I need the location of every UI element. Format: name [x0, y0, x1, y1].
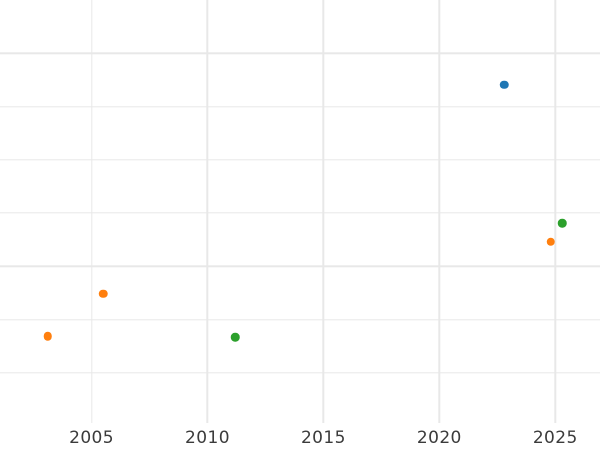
x-axis: 2005 2010 2015 2020 2025	[0, 423, 600, 450]
x-tick-label-2025: 2025	[532, 428, 578, 448]
data-point-green	[231, 332, 240, 342]
y-gridline	[0, 105, 600, 108]
y-gridline	[0, 265, 600, 268]
x-tick-label-2015: 2015	[300, 428, 346, 448]
y-gridline	[0, 52, 600, 54]
x-gridline	[438, 0, 441, 423]
y-gridline	[0, 159, 600, 161]
y-gridline	[0, 212, 600, 214]
x-gridline	[554, 0, 556, 423]
data-point-green	[557, 218, 567, 228]
x-gridline	[90, 0, 93, 423]
y-gridline	[0, 318, 600, 321]
x-gridline	[206, 0, 209, 423]
data-point-orange	[98, 289, 108, 298]
x-tick-label-2020: 2020	[416, 428, 462, 448]
data-point-orange	[546, 237, 555, 247]
x-tick-label-2005: 2005	[69, 428, 114, 448]
plot-area	[0, 0, 600, 423]
data-point-blue	[500, 80, 509, 89]
x-tick-label-2010: 2010	[185, 428, 230, 448]
data-point-orange	[43, 331, 52, 341]
y-gridline	[0, 372, 600, 374]
x-gridline	[322, 0, 325, 423]
